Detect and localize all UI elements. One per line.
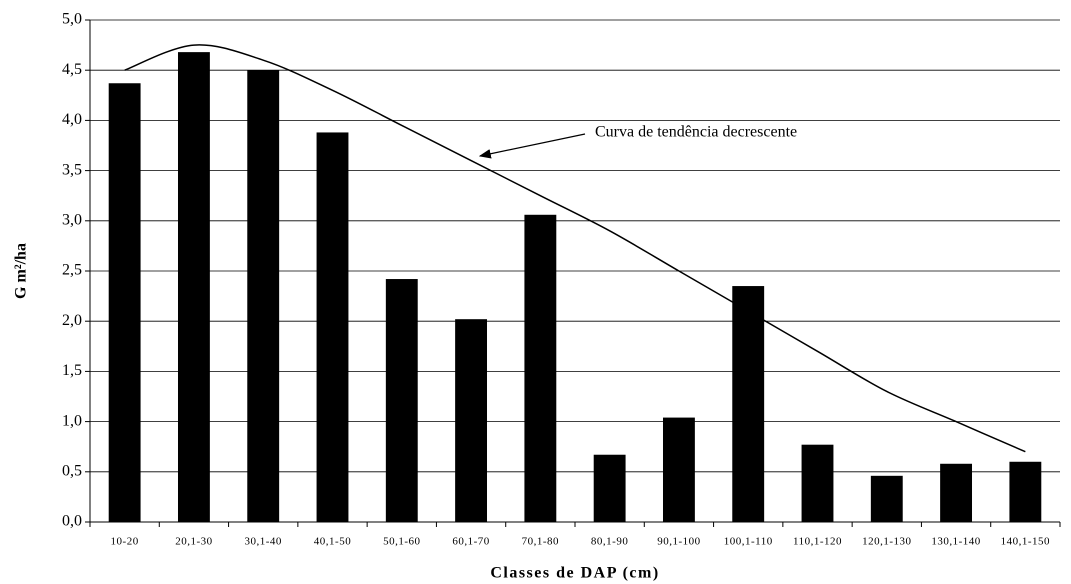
annotation-arrow: [478, 133, 586, 159]
bar: [455, 319, 488, 522]
x-tick-label: 80,1-90: [591, 536, 628, 548]
bar: [940, 463, 973, 522]
y-tick-label: 4,0: [62, 111, 82, 128]
x-tick-label: 90,1-100: [657, 536, 700, 548]
y-tick-label: 5,0: [62, 11, 82, 28]
y-axis-label: G m²/ha: [13, 243, 30, 299]
x-tick-label: 130,1-140: [931, 536, 980, 548]
x-axis-label: Classes de DAP (cm): [490, 565, 659, 582]
bar: [316, 132, 349, 522]
x-tick-label: 70,1-80: [522, 536, 559, 548]
x-tick-label: 140,1-150: [1001, 536, 1050, 548]
y-tick-label: 3,5: [62, 161, 82, 178]
x-tick-label: 50,1-60: [383, 536, 420, 548]
bar: [593, 454, 626, 522]
x-tick-label: 110,1-120: [793, 536, 842, 548]
bar: [108, 83, 141, 522]
bar: [870, 475, 903, 522]
annotation: Curva de tendência decrescente: [595, 124, 797, 141]
x-tick-label: 40,1-50: [314, 536, 351, 548]
x-tick-label: 100,1-110: [724, 536, 773, 548]
x-tick-label: 30,1-40: [245, 536, 282, 548]
x-tick-label: 20,1-30: [175, 536, 212, 548]
x-tick-label: 60,1-70: [452, 536, 489, 548]
bar: [662, 417, 695, 522]
y-tick-label: 2,0: [62, 312, 82, 329]
trend-curve: [124, 44, 1026, 453]
y-tick-label: 1,5: [62, 362, 82, 379]
y-tick-label: 3,0: [62, 211, 82, 228]
bar: [732, 286, 765, 522]
x-tick-label: 10-20: [111, 536, 139, 548]
y-tick-label: 0,0: [62, 513, 82, 530]
y-tick-label: 4,5: [62, 61, 82, 78]
y-tick-label: 0,5: [62, 462, 82, 479]
bar: [177, 52, 210, 523]
bar: [801, 444, 834, 522]
bar: [247, 70, 280, 522]
bar: [1009, 461, 1042, 522]
y-tick-label: 2,5: [62, 262, 82, 279]
bar: [524, 214, 557, 522]
bar: [385, 279, 418, 522]
x-tick-label: 120,1-130: [862, 536, 911, 548]
y-tick-label: 1,0: [62, 412, 82, 429]
